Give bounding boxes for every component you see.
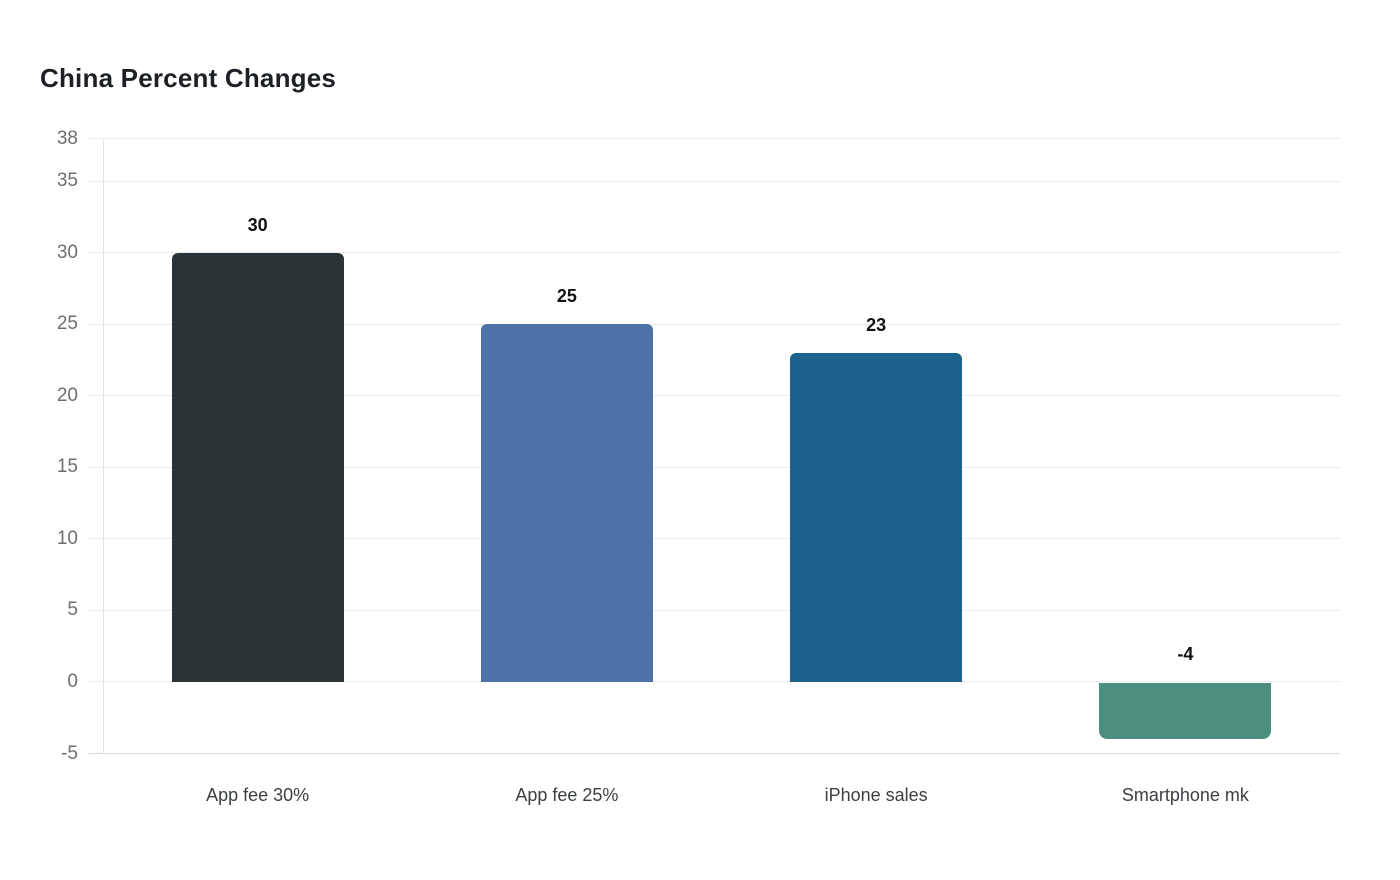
gridline — [88, 395, 1340, 397]
y-tick-label: 25 — [56, 313, 78, 335]
y-tick-label: 30 — [56, 241, 78, 263]
y-tick-label: 0 — [67, 670, 78, 692]
bar-value-label: 23 — [866, 315, 887, 336]
y-tick-label: 35 — [56, 170, 78, 192]
bar — [1099, 682, 1272, 740]
bar-value-label: 30 — [247, 214, 268, 235]
y-tick-label: 38 — [56, 127, 78, 149]
x-category-label: App fee 30% — [206, 785, 310, 805]
gridline — [88, 681, 1340, 683]
x-category-label: Smartphone mk — [1121, 785, 1249, 805]
chart-title: China Percent Changes — [40, 63, 337, 93]
y-tick-label: -5 — [61, 742, 78, 764]
x-category-label: App fee 25% — [515, 785, 619, 805]
y-tick-label: 20 — [56, 384, 78, 406]
bar — [480, 324, 653, 682]
gridline — [88, 466, 1340, 468]
baseline-gridline — [88, 753, 1340, 754]
bar — [171, 252, 344, 682]
gridline — [88, 323, 1340, 325]
y-tick-label: 10 — [56, 527, 78, 549]
gridline — [88, 138, 1340, 139]
gridline — [88, 609, 1340, 611]
bar-value-label: -4 — [1177, 643, 1194, 664]
y-tick-label: 5 — [67, 599, 78, 621]
y-axis-line — [103, 138, 104, 754]
gridline — [88, 252, 1340, 254]
y-tick-label: 15 — [56, 456, 78, 478]
bar-value-label: 25 — [556, 286, 577, 307]
bar — [790, 353, 963, 682]
gridline — [88, 538, 1340, 540]
gridline — [88, 180, 1340, 182]
x-category-label: iPhone sales — [824, 785, 928, 805]
